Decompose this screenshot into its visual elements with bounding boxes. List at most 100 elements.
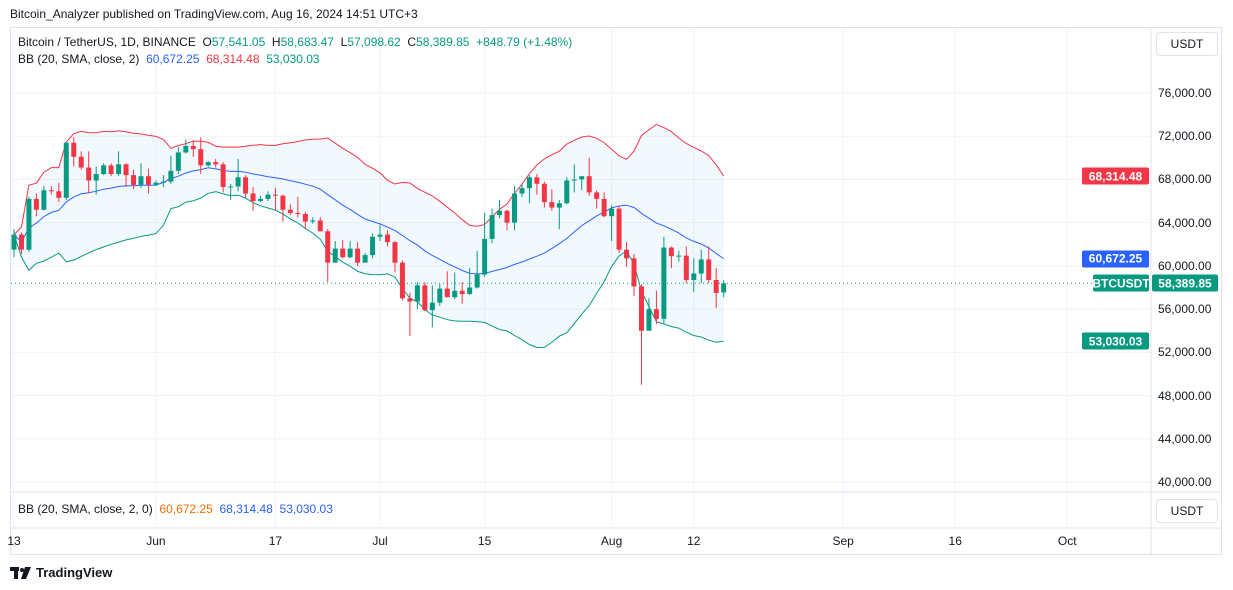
candle: [414, 282, 420, 310]
candle: [601, 192, 607, 218]
candle-body: [280, 195, 286, 210]
candle: [691, 258, 697, 292]
candle: [646, 298, 652, 331]
candle: [594, 190, 600, 209]
candle: [482, 212, 488, 277]
candle: [123, 163, 129, 188]
currency-button[interactable]: USDT: [1156, 32, 1218, 56]
candle-body: [18, 234, 24, 250]
candle: [48, 185, 54, 195]
candle: [108, 163, 114, 177]
tradingview-logo-icon: [10, 566, 31, 579]
candle-body: [698, 259, 704, 274]
candle: [631, 254, 637, 297]
grid: [11, 28, 1151, 528]
tradingview-logo[interactable]: TradingView: [10, 565, 112, 580]
candle: [444, 271, 450, 298]
candle-body: [272, 194, 278, 196]
candle-body: [325, 231, 331, 263]
candle: [145, 168, 151, 194]
candle: [370, 233, 376, 259]
candle-body: [571, 179, 577, 181]
candle-body: [78, 156, 84, 168]
close-value: 58,389.85: [416, 35, 470, 49]
candle: [63, 141, 69, 200]
candle-body: [385, 234, 390, 243]
price-tick-label: 64,000.00: [1158, 215, 1212, 230]
candle: [459, 282, 465, 304]
candle: [422, 282, 428, 312]
candle: [183, 139, 189, 154]
candle-body: [317, 220, 323, 232]
candle: [564, 177, 570, 205]
candle-body: [624, 249, 630, 259]
candle-body: [190, 145, 196, 150]
candle-body: [56, 191, 62, 198]
candle-body: [586, 176, 592, 193]
candle: [235, 158, 241, 192]
candle: [392, 241, 398, 273]
candle: [153, 180, 159, 186]
candle: [41, 185, 47, 211]
candle-body: [407, 298, 413, 302]
candle-body: [489, 215, 495, 239]
price-tick-label: 48,000.00: [1158, 388, 1212, 403]
open-value: 57,541.05: [211, 35, 266, 49]
pane-currency-button[interactable]: USDT: [1156, 499, 1218, 523]
candle-body: [631, 258, 637, 287]
candle: [586, 157, 592, 196]
candle-body: [48, 190, 54, 192]
candle: [721, 280, 727, 298]
candle-body: [250, 193, 256, 202]
candle-body: [228, 186, 234, 188]
candle: [86, 151, 92, 194]
candle-body: [437, 288, 443, 303]
candle-body: [691, 273, 697, 280]
candle-body: [579, 176, 585, 180]
candle: [205, 161, 211, 167]
candle-body: [638, 286, 644, 331]
bb-pane-legend[interactable]: BB (20, SMA, close, 2, 0) 60,672.25 68,3…: [18, 502, 333, 516]
low-value: 57,098.62: [347, 35, 401, 49]
candle-body: [33, 198, 39, 210]
candle-body: [355, 248, 361, 263]
candle-body: [213, 162, 219, 165]
price-tick-label: 56,000.00: [1158, 302, 1212, 317]
candle-body: [362, 255, 368, 263]
bb-legend[interactable]: BB (20, SMA, close, 2) 60,672.25 68,314.…: [18, 52, 320, 66]
candle-body: [556, 203, 562, 208]
candle: [302, 211, 308, 230]
price-tick-label: 40,000.00: [1158, 475, 1212, 490]
candle-body: [243, 177, 249, 194]
candle-body: [444, 288, 450, 298]
candle-body: [392, 242, 398, 263]
candle: [355, 242, 361, 266]
candle-body: [310, 220, 316, 222]
candle: [497, 199, 503, 219]
candle-body: [653, 309, 659, 319]
candle: [310, 217, 316, 224]
candle-body: [302, 214, 308, 222]
candle: [661, 236, 667, 324]
time-tick-label: Aug: [600, 534, 623, 548]
candle-body: [11, 234, 17, 250]
candle: [474, 250, 480, 289]
candle-body: [511, 193, 517, 223]
candle-body: [534, 177, 540, 184]
candle: [116, 151, 122, 177]
time-tick-label: 13: [7, 534, 21, 548]
candle: [616, 205, 622, 253]
bb-lower-line: [13, 191, 724, 349]
candle-body: [332, 248, 338, 263]
candle-body: [175, 152, 181, 171]
candle-body: [86, 167, 92, 181]
candle: [698, 249, 704, 284]
candle-body: [601, 198, 607, 217]
candle: [250, 187, 256, 211]
candle-body: [429, 302, 435, 311]
symbol-badge: BTCUSDT: [1092, 274, 1150, 292]
bb-upper-badge: 68,314.48: [1082, 167, 1149, 185]
candle-body: [160, 181, 166, 183]
candle: [526, 175, 532, 204]
